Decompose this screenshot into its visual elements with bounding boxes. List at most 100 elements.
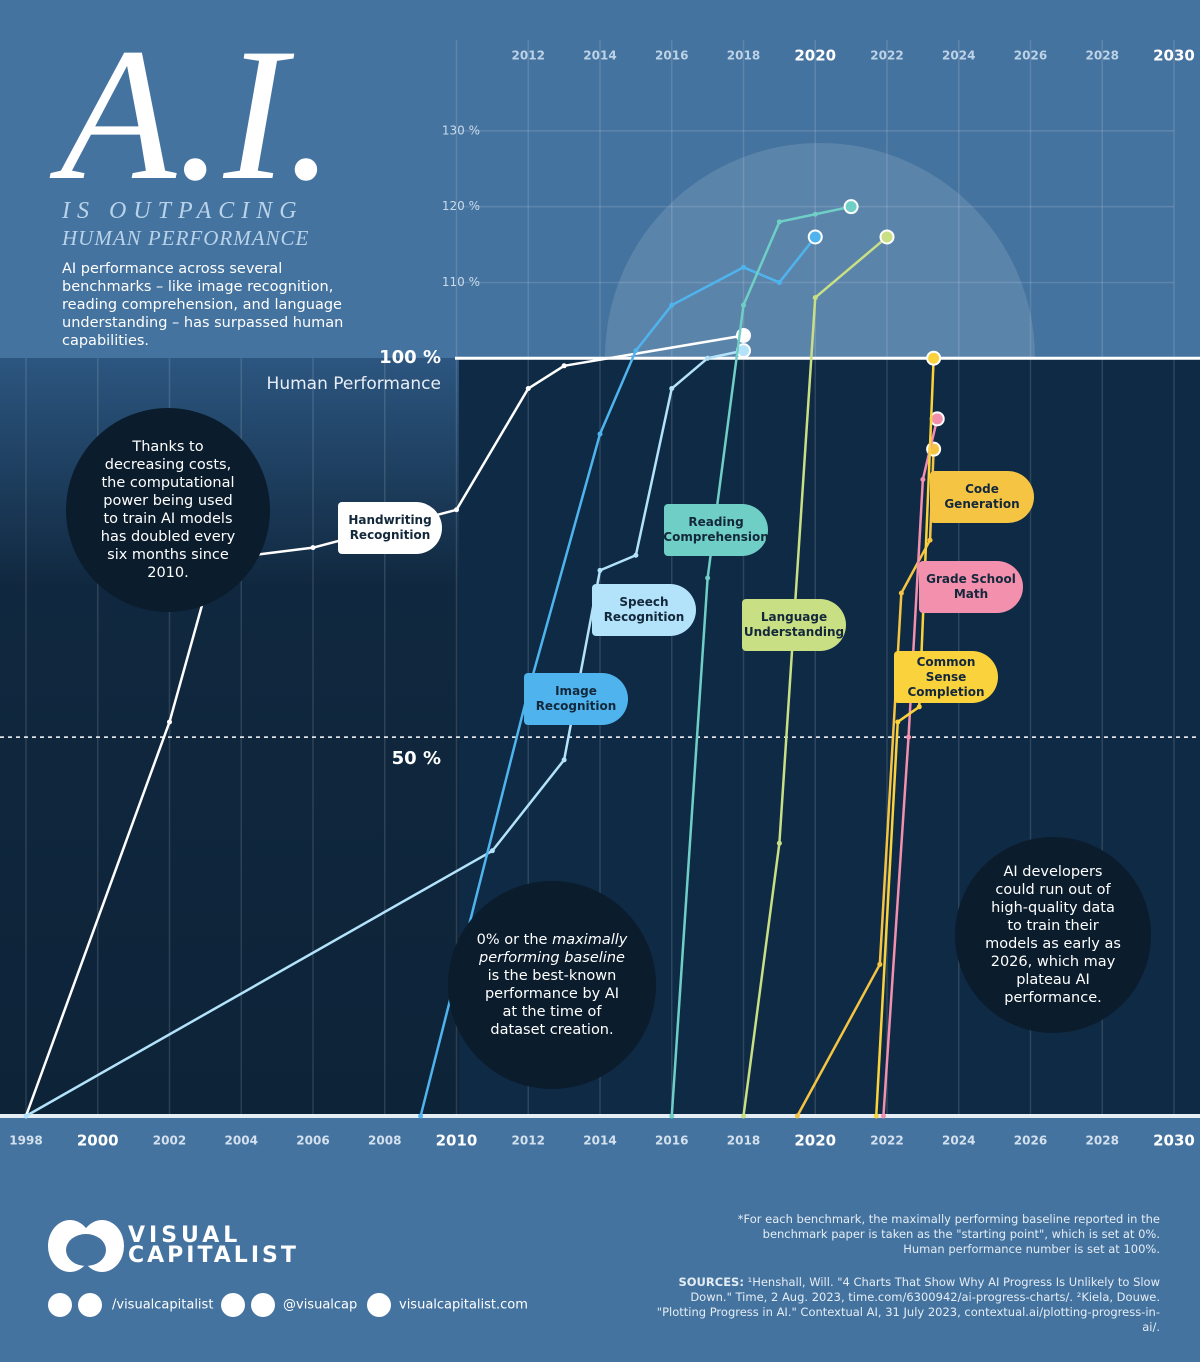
brand: CAPITALIST xyxy=(128,1243,299,1268)
point xyxy=(597,567,603,573)
series-label: Image Recognition xyxy=(524,673,628,725)
x-tick-label: 2020 xyxy=(794,1132,836,1150)
icon-instagram[interactable] xyxy=(251,1293,275,1317)
point xyxy=(895,719,901,725)
series-label: Handwriting Recognition xyxy=(338,502,442,554)
point xyxy=(873,1113,879,1119)
point xyxy=(167,719,172,725)
point xyxy=(597,431,603,437)
series-label: Language Understanding xyxy=(742,599,846,651)
end-point xyxy=(926,350,942,366)
point xyxy=(418,1113,424,1119)
subtitle: IS OUTPACING xyxy=(62,198,304,224)
x-tick-label: 2006 xyxy=(296,1134,329,1148)
point xyxy=(920,476,926,482)
point xyxy=(906,734,912,740)
x-tick-label-top: 2014 xyxy=(583,49,616,63)
x-tick-label-top: 2026 xyxy=(1014,49,1047,63)
y-tick-label: 50 % xyxy=(392,748,441,769)
x-tick-label: 2018 xyxy=(727,1134,760,1148)
series-line xyxy=(670,205,852,1117)
sources: SOURCES: ¹Henshall, Will. "4 Charts That… xyxy=(640,1275,1160,1335)
x-tick-label: 2002 xyxy=(153,1134,186,1148)
end-point xyxy=(843,199,859,215)
point xyxy=(454,507,459,513)
social-handle: @visualcap xyxy=(283,1298,357,1313)
point xyxy=(812,211,818,217)
end-point xyxy=(807,229,823,245)
point xyxy=(669,302,675,308)
point xyxy=(705,355,711,361)
x-tick-label: 2022 xyxy=(870,1134,903,1148)
end-point xyxy=(929,411,945,427)
annotation-text: 0% or the xyxy=(476,932,548,948)
x-tick-label: 2026 xyxy=(1014,1134,1047,1148)
point xyxy=(633,348,639,354)
logo xyxy=(48,1220,124,1272)
x-tick-label: 2012 xyxy=(512,1134,545,1148)
annotation-text: AI developers could run out of high-qual… xyxy=(985,864,1121,1006)
point xyxy=(794,1113,800,1119)
y-tick-label: 130 % xyxy=(442,123,480,137)
x-tick-label: 1998 xyxy=(9,1134,42,1148)
x-tick-label-top: 2028 xyxy=(1086,49,1119,63)
y-tick-label: 100 % xyxy=(379,347,441,368)
icon-facebook[interactable] xyxy=(48,1293,72,1317)
point xyxy=(812,295,818,301)
footnote: *For each benchmark, the maximally perfo… xyxy=(737,1212,1160,1256)
social-handle: /visualcapitalist xyxy=(112,1298,213,1313)
x-tick-label: 2028 xyxy=(1086,1134,1119,1148)
series-label: Common Sense Completion xyxy=(894,651,998,703)
icon-twitter[interactable] xyxy=(221,1293,245,1317)
series-line xyxy=(419,236,817,1117)
point xyxy=(927,537,933,543)
point xyxy=(898,590,904,596)
y-tick-label: 110 % xyxy=(442,275,480,289)
annotation: 0% or the maximally performing baseline … xyxy=(448,881,656,1089)
point xyxy=(776,219,782,225)
title: A.I. xyxy=(60,10,335,220)
point xyxy=(741,1113,746,1119)
point xyxy=(916,704,922,710)
x-tick-label: 2000 xyxy=(77,1132,119,1150)
series-label: Speech Recognition xyxy=(592,584,696,636)
x-tick-label-top: 2022 xyxy=(870,49,903,63)
point xyxy=(525,386,531,392)
point xyxy=(880,1113,886,1119)
website: visualcapitalist.com xyxy=(399,1298,528,1313)
annotation-text: Thanks to decreasing costs, the computat… xyxy=(100,439,236,581)
series-line xyxy=(25,349,744,1118)
glow xyxy=(605,143,1035,358)
point xyxy=(776,840,782,846)
description: AI performance across several benchmarks… xyxy=(62,261,344,349)
point xyxy=(561,363,567,369)
x-tick-label: 2016 xyxy=(655,1134,688,1148)
x-tick-label: 2030 xyxy=(1153,1132,1195,1150)
icon-web[interactable] xyxy=(367,1293,391,1317)
x-tick-label-top: 2016 xyxy=(655,49,688,63)
subtitle: HUMAN PERFORMANCE xyxy=(62,226,310,250)
brand: VISUAL xyxy=(128,1223,241,1248)
x-tick-label: 2024 xyxy=(942,1134,975,1148)
series-line xyxy=(874,358,935,1117)
series-label: Grade School Math xyxy=(919,561,1023,613)
point xyxy=(741,302,746,308)
point xyxy=(669,1113,675,1119)
annotation: Thanks to decreasing costs, the computat… xyxy=(66,408,270,612)
point xyxy=(741,264,746,270)
icon-youtube[interactable] xyxy=(78,1293,102,1317)
point xyxy=(561,757,567,763)
series-line xyxy=(742,236,888,1117)
x-tick-label: 2008 xyxy=(368,1134,401,1148)
point xyxy=(489,848,495,854)
end-point xyxy=(879,229,895,245)
sources-text: ¹Henshall, Will. "4 Charts That Show Why… xyxy=(656,1275,1160,1334)
annotation: AI developers could run out of high-qual… xyxy=(955,837,1151,1033)
point xyxy=(776,279,782,285)
x-axis xyxy=(0,1114,1200,1118)
sources-label: SOURCES: xyxy=(678,1275,744,1289)
point xyxy=(877,961,883,967)
series-label: Code Generation xyxy=(930,471,1034,523)
x-tick-label-top: 2030 xyxy=(1153,47,1195,65)
